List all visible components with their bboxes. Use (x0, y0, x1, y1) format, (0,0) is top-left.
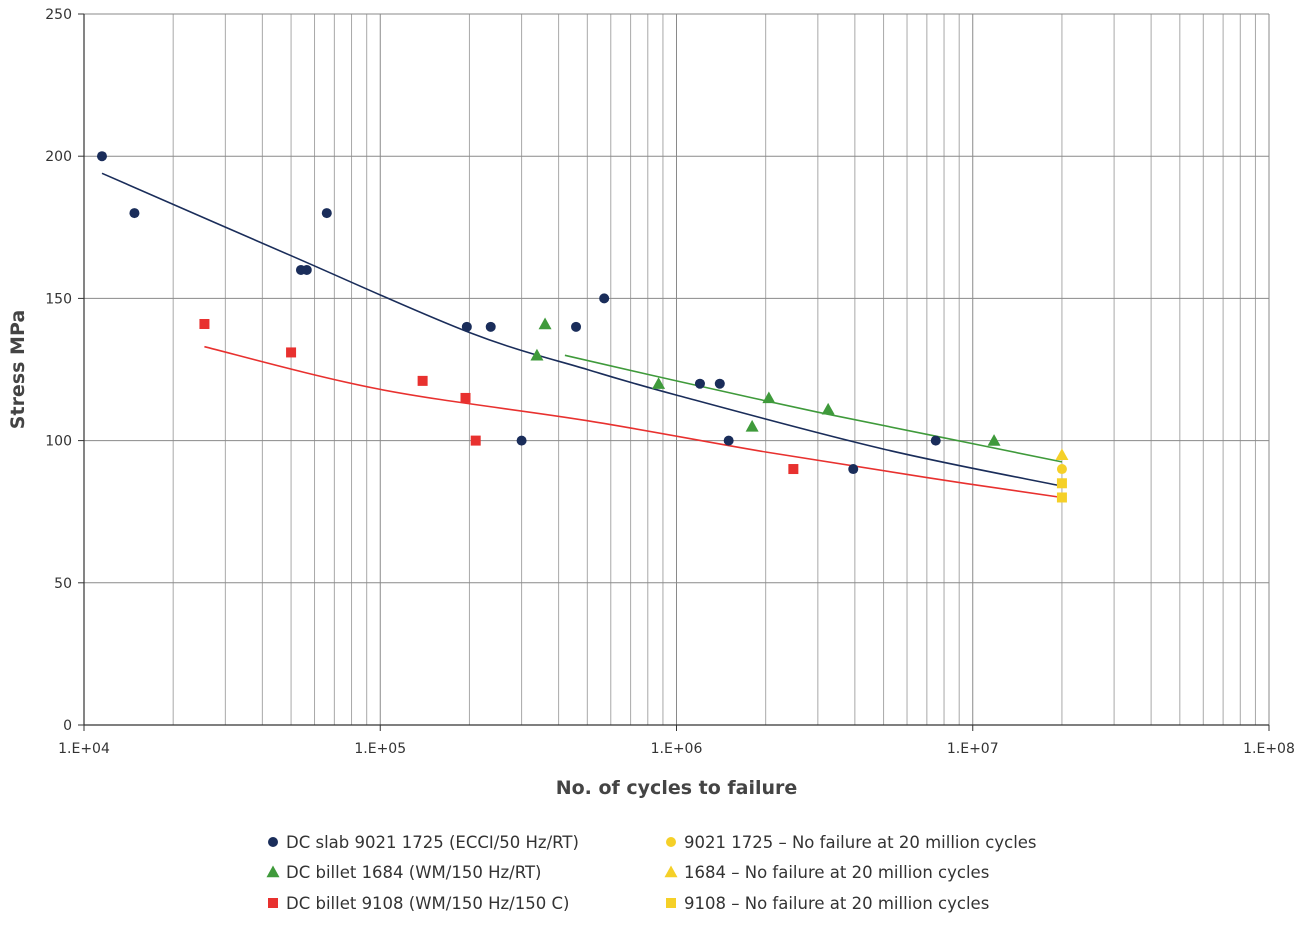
data-point (987, 434, 1001, 446)
x-tick-label: 1.E+08 (1243, 741, 1295, 757)
trend-line (101, 172, 1063, 487)
x-tick-label: 1.E+04 (58, 741, 110, 757)
data-point (286, 347, 297, 358)
data-point (1055, 448, 1069, 461)
data-point (652, 377, 666, 389)
legend-swatch (666, 837, 676, 847)
legend-swatch (664, 865, 678, 878)
trend-line (204, 345, 1063, 499)
data-point (199, 318, 210, 329)
legend-item: 1684 – No failure at 20 million cycles (664, 863, 989, 882)
data-point (1056, 478, 1067, 489)
y-tick-label: 250 (45, 7, 72, 23)
legend-item: DC slab 9021 1725 (ECCI/50 Hz/RT) (268, 833, 579, 852)
data-point (1056, 464, 1067, 475)
legend-item: DC billet 9108 (WM/150 Hz/150 C) (268, 894, 569, 913)
legend-label: 9021 1725 – No failure at 20 million cyc… (684, 833, 1037, 852)
data-point (417, 375, 428, 386)
data-point (762, 391, 776, 404)
legend-swatch (266, 865, 280, 878)
y-tick-label: 100 (45, 434, 72, 450)
data-point (1056, 492, 1067, 503)
data-point (599, 293, 610, 304)
x-axis-ticks: 1.E+04 1.E+05 1.E+06 1.E+07 1.E+08 (58, 725, 1295, 757)
legend-swatch (666, 898, 676, 908)
data-point (530, 348, 544, 361)
legend-label: 1684 – No failure at 20 million cycles (684, 863, 989, 882)
data-point (538, 317, 552, 330)
y-axis-ticks: 0 50 100 150 200 250 (45, 7, 84, 734)
data-point (788, 464, 799, 475)
y-tick-label: 150 (45, 291, 72, 307)
legend-label: DC billet 9108 (WM/150 Hz/150 C) (286, 894, 569, 913)
data-points (96, 151, 1069, 503)
legend: DC slab 9021 1725 (ECCI/50 Hz/RT) DC bill… (266, 833, 1037, 913)
data-point (821, 402, 835, 415)
data-point (301, 264, 312, 275)
data-point (96, 151, 107, 162)
y-tick-label: 50 (54, 576, 72, 592)
data-point (460, 392, 471, 403)
data-point (485, 321, 496, 332)
data-point (516, 435, 527, 446)
data-point (723, 435, 734, 446)
data-point (129, 208, 140, 219)
x-axis-title: No. of cycles to failure (556, 777, 798, 799)
data-point (694, 378, 705, 389)
x-tick-label: 1.E+07 (947, 741, 999, 757)
legend-item: 9021 1725 – No failure at 20 million cyc… (666, 833, 1037, 852)
legend-label: DC slab 9021 1725 (ECCI/50 Hz/RT) (286, 833, 579, 852)
legend-label: 9108 – No failure at 20 million cycles (684, 894, 989, 913)
legend-swatch (268, 898, 278, 908)
data-point (848, 464, 859, 475)
data-point (461, 321, 472, 332)
y-tick-label: 200 (45, 149, 72, 165)
legend-item: 9108 – No failure at 20 million cycles (666, 894, 989, 913)
x-tick-label: 1.E+05 (354, 741, 406, 757)
trend-lines (101, 172, 1063, 499)
data-point (930, 435, 941, 446)
trend-line (564, 354, 1063, 463)
data-point (470, 435, 481, 446)
data-point (745, 419, 759, 432)
gridlines (83, 13, 1270, 726)
data-point (321, 208, 332, 219)
data-point (714, 378, 725, 389)
x-tick-label: 1.E+06 (651, 741, 703, 757)
legend-swatch (268, 837, 278, 847)
data-point (571, 321, 582, 332)
legend-item: DC billet 1684 (WM/150 Hz/RT) (266, 863, 542, 882)
legend-label: DC billet 1684 (WM/150 Hz/RT) (286, 863, 542, 882)
y-tick-label: 0 (63, 718, 72, 734)
y-axis-title: Stress MPa (7, 310, 29, 429)
